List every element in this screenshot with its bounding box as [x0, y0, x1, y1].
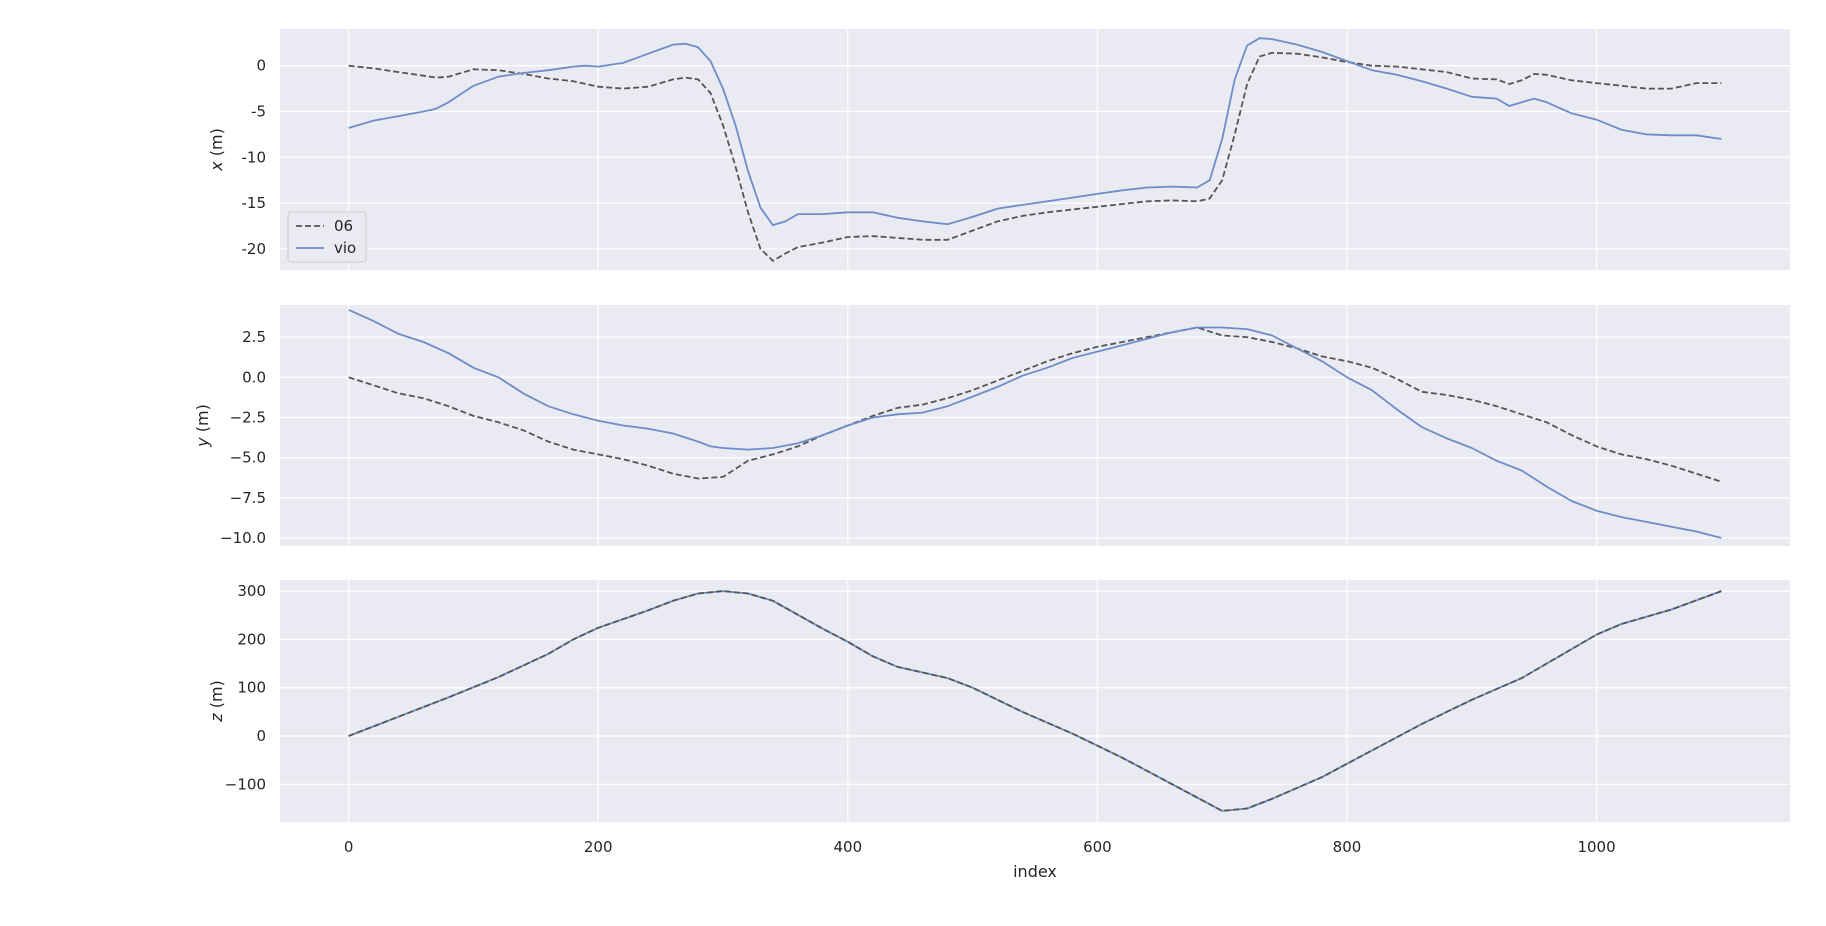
y-axis-label-var: x: [207, 161, 226, 172]
y-axis-label: x (m): [207, 128, 226, 172]
series-line-06: [348, 51, 1722, 262]
x-tick-label: 600: [1083, 838, 1112, 856]
panel-1: 0 -5 -10 -15 -20 x (m) 06 vio: [207, 29, 1790, 270]
y-tick-label: 200: [237, 630, 266, 648]
y-tick-label: −10.0: [220, 529, 266, 547]
x-axis-label: index: [1013, 862, 1057, 881]
legend-label-vio: vio: [334, 239, 356, 257]
y-tick-label: 300: [237, 582, 266, 600]
y-tick-label: 100: [237, 679, 266, 697]
y-tick-label: −5.0: [230, 449, 266, 467]
y-axis-label-unit: (m): [207, 680, 226, 713]
y-tick-label: −7.5: [230, 489, 266, 507]
plot-background: [280, 29, 1790, 270]
y-tick-label: -5: [251, 102, 266, 120]
y-axis-label-unit: (m): [193, 404, 212, 437]
x-tick-label: 400: [833, 838, 862, 856]
y-tick-label: -10: [242, 148, 267, 166]
plot-background: [280, 305, 1790, 546]
panel-2: 2.5 0.0 −2.5 −5.0 −7.5 −10.0 y (m): [193, 305, 1790, 547]
y-axis-label-var: z: [207, 713, 226, 723]
chart-layer: 0 -5 -10 -15 -20 x (m) 06 vio 2.5 0.0 −2.5 −5.0 −7.5…: [193, 29, 1790, 881]
y-tick-label: -20: [242, 240, 267, 258]
y-axis-label: y (m): [193, 404, 212, 448]
y-tick-label: 0.0: [242, 368, 266, 386]
series-line-06: [348, 590, 1722, 812]
legend-label-06: 06: [334, 217, 353, 235]
x-tick-label: 0: [344, 838, 354, 856]
x-tick-label: 800: [1333, 838, 1362, 856]
panel-3: 300 200 100 0 −100 z (m): [207, 580, 1790, 822]
y-axis-label: z (m): [207, 680, 226, 723]
y-tick-label: -15: [242, 194, 267, 212]
plot-background: [280, 580, 1790, 822]
y-axis-label-unit: (m): [207, 128, 226, 161]
y-axis-label-var: y: [193, 437, 212, 448]
series-line-vio: [348, 308, 1722, 539]
legend-frame: [287, 211, 367, 263]
y-tick-label: 0: [256, 57, 266, 75]
y-tick-label: −100: [225, 775, 266, 793]
x-tick-label: 1000: [1577, 838, 1615, 856]
y-tick-label: 2.5: [242, 328, 266, 346]
x-tick-label: 200: [584, 838, 613, 856]
series-line-vio: [348, 37, 1722, 227]
legend: 06 vio: [287, 211, 367, 263]
y-tick-label: −2.5: [230, 408, 266, 426]
series-line-06: [348, 326, 1722, 483]
y-tick-label: 0: [256, 727, 266, 745]
